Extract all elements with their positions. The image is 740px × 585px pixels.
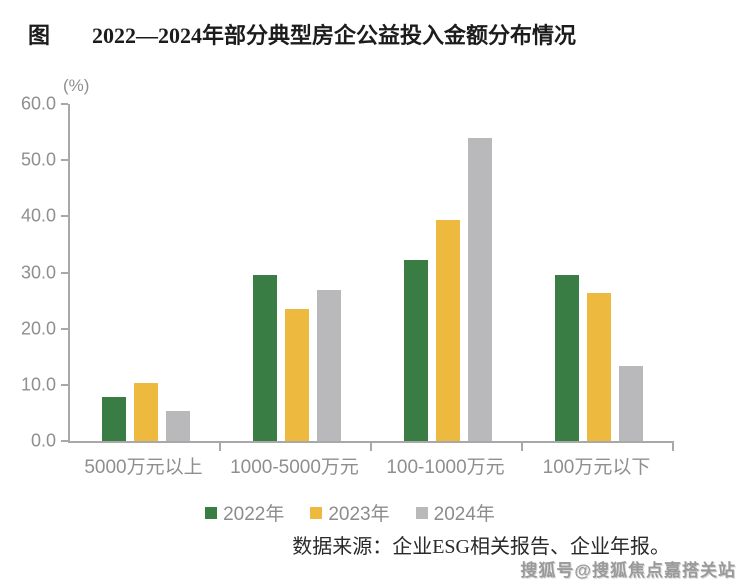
legend-swatch-icon — [310, 506, 323, 519]
bar-groups-container — [70, 104, 674, 441]
y-tick-label: 40.0 — [20, 205, 56, 226]
y-tick-mark — [61, 440, 68, 442]
y-tick-label: 20.0 — [20, 318, 56, 339]
bar-2024年-5000万元以上 — [165, 411, 190, 441]
bar-2022年-100万元以下 — [554, 275, 579, 441]
bar-2024年-100万元以下 — [618, 366, 643, 441]
y-tick-mark — [61, 103, 68, 105]
y-tick-mark — [61, 383, 68, 386]
x-category-label: 5000万元以上 — [84, 457, 203, 478]
sohu-watermark: 搜狐号@搜狐焦点嘉搭关站 — [520, 561, 736, 580]
legend: 2022年 2023年 2024年 — [0, 499, 700, 526]
y-tick-mark — [61, 215, 68, 218]
y-tick-label: 60.0 — [20, 93, 56, 114]
bar-2023年-100万元以下 — [586, 293, 611, 441]
y-tick-label: 30.0 — [20, 262, 56, 282]
plot-area: 0.0 10.0 20.0 30.0 40.0 50.0 60.0 — [21, 94, 674, 451]
x-category-label: 100万元以下 — [542, 457, 651, 478]
legend-item-2024年: 2024年 — [415, 499, 495, 526]
x-tick-mark — [370, 443, 372, 451]
legend-label: 2022年 — [223, 504, 285, 525]
data-source-note: 数据来源：企业ESG相关报告、企业年报。 — [292, 536, 670, 558]
bar-2023年-100-1000万元 — [435, 220, 460, 441]
x-axis-category-labels: 5000万元以上 1000-5000万元 100-1000万元 100万元以下 — [68, 452, 672, 479]
y-tick-mark — [61, 159, 68, 162]
x-tick-mark — [672, 443, 674, 451]
legend-label: 2023年 — [328, 504, 390, 525]
bar-2023年-1000-5000万元 — [284, 309, 309, 441]
x-category-label: 1000-5000万元 — [230, 457, 359, 478]
bar-group — [523, 104, 674, 441]
x-tick-mark — [219, 443, 221, 451]
bar-group — [70, 104, 221, 441]
y-tick-label: 10.0 — [20, 374, 56, 395]
legend-item-2022年: 2022年 — [205, 499, 284, 526]
legend-label: 2024年 — [433, 504, 495, 525]
legend-item-2023年: 2023年 — [310, 499, 390, 526]
bar-2022年-100-1000万元 — [403, 259, 428, 441]
bar-group — [221, 104, 372, 441]
chart-title-text: 2022—2024年部分典型房企公益投入金额分布情况 — [92, 23, 577, 48]
legend-swatch-icon — [415, 506, 428, 519]
bar-2022年-1000-5000万元 — [252, 275, 277, 441]
x-category-label: 100-1000万元 — [386, 457, 505, 478]
y-tick-label: 50.0 — [20, 149, 56, 170]
y-tick-label: 0.0 — [30, 430, 56, 451]
bar-2023年-5000万元以上 — [133, 383, 158, 441]
y-tick-mark — [61, 327, 68, 330]
chart-title-prefix: 图 — [28, 23, 51, 48]
bar-2024年-100-1000万元 — [467, 138, 492, 441]
legend-swatch-icon — [205, 506, 218, 519]
y-axis-unit-label: (%) — [63, 76, 90, 95]
bar-2024年-1000-5000万元 — [316, 290, 341, 441]
bar-group — [372, 104, 523, 441]
chart-title: 图 2022—2024年部分典型房企公益投入金额分布情况 — [28, 18, 718, 50]
x-tick-mark — [521, 443, 523, 451]
bar-2022年-5000万元以上 — [101, 396, 126, 441]
y-tick-mark — [61, 271, 68, 274]
